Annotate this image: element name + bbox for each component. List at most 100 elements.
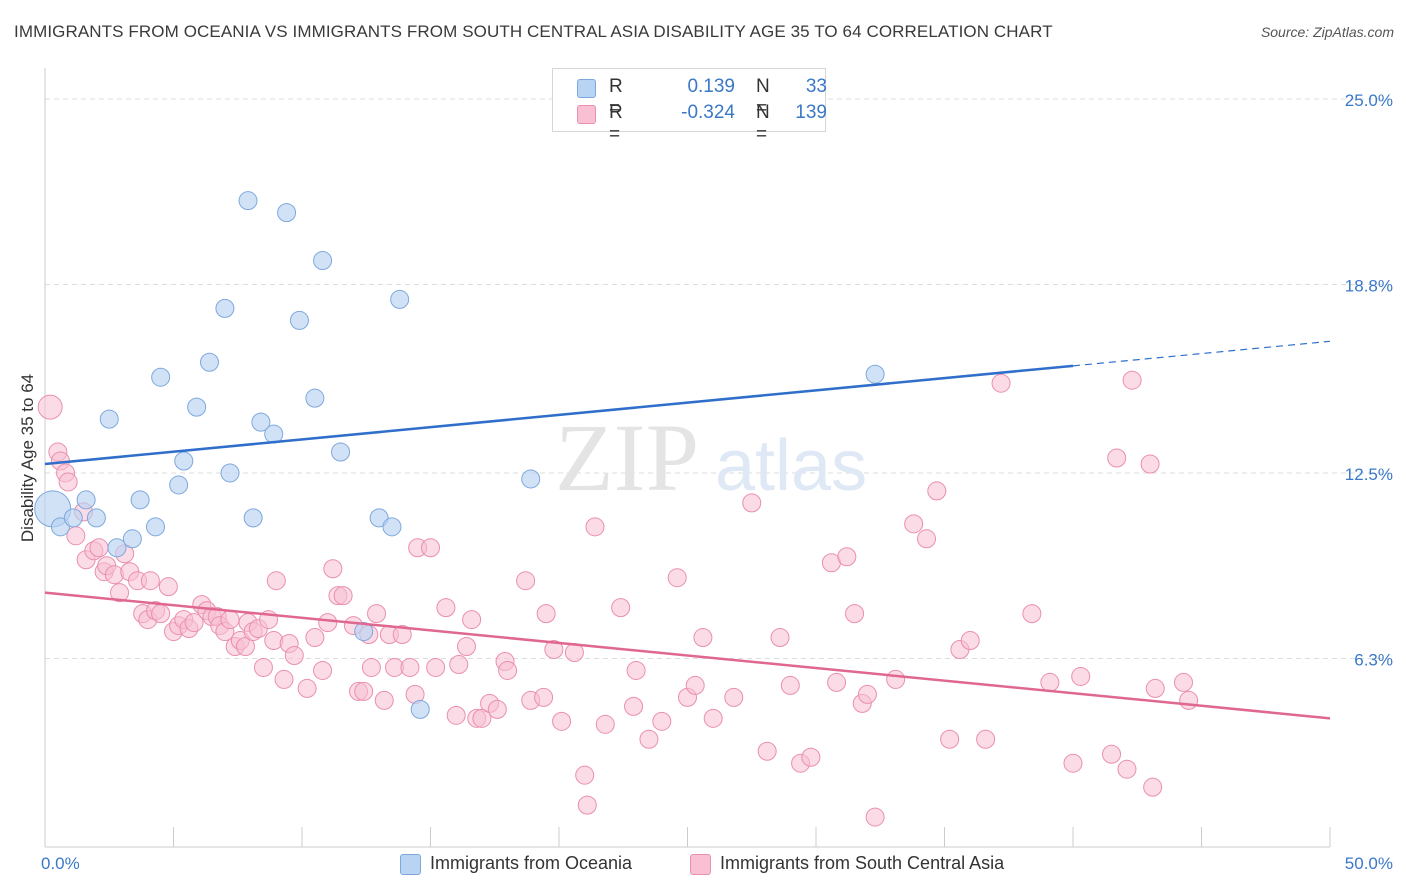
data-point-south-central-asia bbox=[472, 708, 492, 728]
watermark: ZIP atlas bbox=[555, 404, 867, 511]
data-point-south-central-asia bbox=[757, 741, 777, 761]
trend-line-south-central-asia bbox=[44, 591, 1331, 720]
data-point-south-central-asia bbox=[110, 583, 130, 603]
data-point-oceania bbox=[187, 397, 207, 417]
data-point-south-central-asia bbox=[611, 598, 631, 618]
data-point-south-central-asia bbox=[1143, 777, 1163, 797]
data-point-south-central-asia bbox=[66, 526, 86, 546]
data-point-oceania bbox=[354, 622, 374, 642]
data-point-south-central-asia bbox=[516, 571, 536, 591]
data-point-south-central-asia bbox=[284, 645, 304, 665]
data-point-south-central-asia bbox=[626, 660, 646, 680]
legend-swatch-oceania bbox=[577, 79, 596, 98]
data-point-south-central-asia bbox=[940, 729, 960, 749]
data-point-oceania bbox=[122, 529, 142, 549]
chart-title: IMMIGRANTS FROM OCEANIA VS IMMIGRANTS FR… bbox=[14, 22, 1053, 41]
legend-n-label: N = bbox=[756, 102, 770, 145]
data-point-south-central-asia bbox=[37, 394, 63, 420]
data-point-oceania bbox=[331, 442, 351, 462]
data-point-south-central-asia bbox=[1022, 604, 1042, 624]
data-point-south-central-asia bbox=[367, 604, 387, 624]
data-point-oceania bbox=[199, 352, 219, 372]
data-point-south-central-asia bbox=[151, 604, 171, 624]
data-point-oceania bbox=[99, 409, 119, 429]
data-point-south-central-asia bbox=[266, 571, 286, 591]
data-point-south-central-asia bbox=[917, 529, 937, 549]
legend-r-label: R = bbox=[609, 102, 623, 145]
data-point-south-central-asia bbox=[1102, 744, 1122, 764]
data-point-south-central-asia bbox=[770, 628, 790, 648]
data-point-south-central-asia bbox=[220, 610, 240, 630]
data-point-south-central-asia bbox=[1063, 753, 1083, 773]
trend-lines bbox=[44, 340, 1331, 720]
data-point-south-central-asia bbox=[274, 669, 294, 689]
data-point-south-central-asia bbox=[421, 538, 440, 558]
data-point-oceania bbox=[390, 289, 410, 309]
legend-r-value: 0.139 bbox=[687, 76, 735, 97]
data-point-south-central-asia bbox=[685, 675, 705, 695]
data-point-oceania bbox=[130, 490, 150, 510]
data-point-oceania bbox=[238, 191, 258, 211]
data-point-south-central-asia bbox=[1107, 448, 1127, 468]
source-label: Source: ZipAtlas.com bbox=[1260, 24, 1394, 40]
data-point-oceania bbox=[410, 699, 430, 719]
data-point-south-central-asia bbox=[724, 687, 744, 707]
x-tick-label: 50.0% bbox=[1345, 854, 1393, 873]
data-point-south-central-asia bbox=[857, 684, 877, 704]
data-point-south-central-asia bbox=[1040, 672, 1060, 692]
bottom-legend-swatch-south-central-asia bbox=[690, 854, 711, 875]
trend-line-oceania bbox=[44, 364, 1074, 466]
data-point-south-central-asia bbox=[693, 628, 713, 648]
data-point-south-central-asia bbox=[552, 711, 572, 731]
legend-r-label: R = bbox=[609, 76, 623, 119]
data-point-south-central-asia bbox=[837, 547, 857, 567]
data-point-south-central-asia bbox=[361, 657, 381, 677]
data-point-south-central-asia bbox=[865, 807, 885, 827]
bottom-legend-label-oceania: Immigrants from Oceania bbox=[430, 853, 633, 873]
data-point-south-central-asia bbox=[827, 672, 847, 692]
data-point-south-central-asia bbox=[536, 604, 556, 624]
data-point-south-central-asia bbox=[264, 631, 284, 651]
series-south-central-asia-points bbox=[37, 370, 1199, 827]
data-point-south-central-asia bbox=[456, 637, 476, 657]
data-point-oceania bbox=[169, 475, 189, 495]
data-point-south-central-asia bbox=[487, 699, 507, 719]
data-point-south-central-asia bbox=[976, 729, 996, 749]
data-point-south-central-asia bbox=[446, 705, 466, 725]
data-point-south-central-asia bbox=[780, 675, 800, 695]
y-tick-label: 6.3% bbox=[1354, 650, 1393, 669]
data-point-oceania bbox=[86, 508, 106, 528]
data-point-south-central-asia bbox=[544, 640, 564, 660]
data-point-south-central-asia bbox=[374, 690, 394, 710]
y-tick-label: 12.5% bbox=[1345, 465, 1393, 484]
data-point-south-central-asia bbox=[1140, 454, 1160, 474]
data-point-oceania bbox=[289, 310, 309, 330]
data-point-south-central-asia bbox=[1179, 690, 1199, 710]
data-point-south-central-asia bbox=[89, 538, 109, 558]
axes bbox=[44, 68, 1331, 848]
data-point-south-central-asia bbox=[1174, 672, 1194, 692]
data-point-oceania bbox=[305, 388, 325, 408]
data-point-south-central-asia bbox=[577, 795, 597, 815]
data-point-south-central-asia bbox=[354, 681, 374, 701]
data-point-south-central-asia bbox=[104, 565, 124, 585]
data-point-south-central-asia bbox=[297, 678, 317, 698]
y-tick-label: 18.8% bbox=[1345, 276, 1393, 295]
data-point-oceania bbox=[865, 364, 885, 384]
data-point-south-central-asia bbox=[845, 604, 865, 624]
data-point-oceania bbox=[313, 251, 333, 271]
data-point-south-central-asia bbox=[426, 657, 446, 677]
data-point-south-central-asia bbox=[886, 669, 906, 689]
data-point-oceania bbox=[151, 367, 171, 387]
data-point-oceania bbox=[174, 451, 194, 471]
data-point-south-central-asia bbox=[253, 657, 273, 677]
data-point-south-central-asia bbox=[235, 637, 255, 657]
x-tick-label: 0.0% bbox=[41, 854, 80, 873]
data-point-oceania bbox=[220, 463, 240, 483]
data-point-oceania bbox=[107, 538, 127, 558]
data-point-south-central-asia bbox=[960, 631, 980, 651]
watermark-zip: ZIP bbox=[555, 404, 699, 511]
data-point-south-central-asia bbox=[449, 654, 469, 674]
data-point-oceania bbox=[521, 469, 541, 489]
data-point-south-central-asia bbox=[639, 729, 659, 749]
